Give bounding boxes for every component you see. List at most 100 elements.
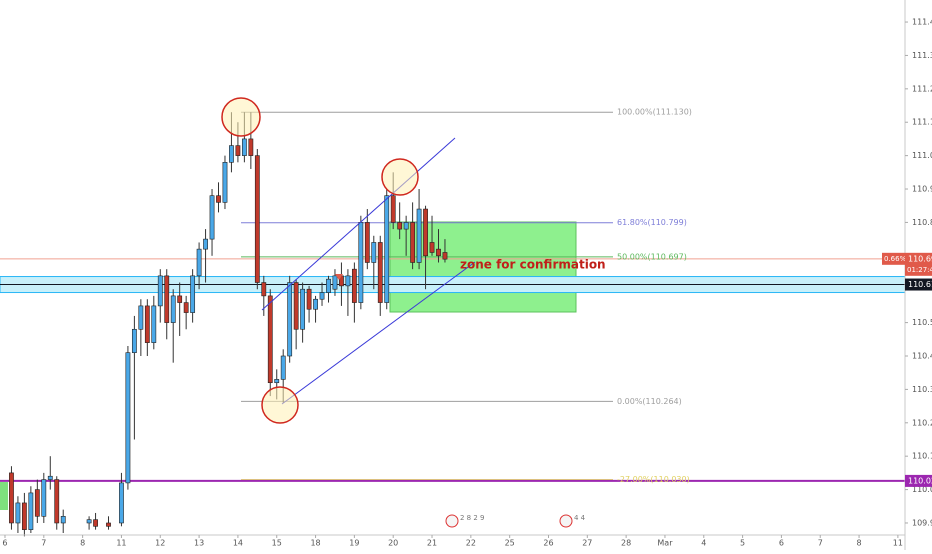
channel-upper (261, 137, 456, 311)
marker-triangle (335, 274, 343, 280)
candle-body (190, 275, 196, 313)
y-tick-label: 110.500 (912, 318, 932, 327)
candle-body (248, 138, 254, 156)
candle-body (203, 238, 208, 250)
high-circle (221, 97, 261, 137)
candle-body (326, 278, 331, 293)
x-tick-label: 7 (818, 539, 823, 548)
y-tick-label: 110.100 (912, 452, 932, 461)
x-tick-label: 21 (427, 539, 437, 548)
candle-body (144, 305, 150, 343)
x-tick-label: 19 (349, 539, 359, 548)
candle-body (183, 302, 189, 313)
price-tag (905, 278, 932, 291)
candle-body (254, 155, 260, 283)
candle-body (151, 305, 157, 343)
candle-body (119, 482, 124, 524)
x-tick-label: 4 (701, 539, 706, 548)
y-tick-label: 111.300 (912, 51, 932, 60)
left-zone (0, 482, 8, 510)
candle-body (390, 195, 396, 223)
x-tick-label: 28 (621, 539, 631, 548)
candle-body (332, 275, 338, 290)
candle-body (164, 275, 170, 323)
candle-body (60, 515, 66, 524)
candle-body (397, 222, 403, 230)
overlays-under (0, 111, 906, 510)
candle-body (93, 519, 98, 527)
candle-body (429, 242, 435, 253)
x-tick-label: 5 (740, 539, 745, 548)
peak-circle (381, 158, 419, 196)
y-tick-label: 110.400 (912, 351, 932, 360)
y-tick-label: 109.900 (912, 518, 932, 527)
y-tick-label: 111.400 (912, 18, 932, 27)
candle-body (41, 479, 47, 517)
candle-body (209, 195, 215, 240)
fib-label: 0.00%(110.264) (617, 397, 682, 406)
candle-body (267, 295, 273, 384)
candle-body (287, 282, 293, 357)
candle-body (261, 282, 267, 297)
candle-body (364, 222, 370, 263)
candle-body (86, 519, 92, 524)
candle-body (384, 195, 390, 303)
x-tick-label: 14 (233, 539, 243, 548)
price-tag-label: 110.026 (908, 476, 932, 485)
x-tick-label: 26 (543, 539, 553, 548)
price-tag (905, 474, 932, 487)
candle-body (21, 502, 27, 530)
candle-body (47, 475, 53, 480)
change-label: 0.66% (884, 255, 907, 263)
fib-label: -27.00%(110.030) (617, 475, 690, 484)
fib-label: 100.00%(111.130) (617, 108, 692, 117)
candle-body (423, 208, 428, 257)
candle-body (222, 162, 228, 203)
candle-body (377, 242, 383, 303)
fib-label: 61.80%(110.799) (617, 218, 687, 227)
candle-body (34, 489, 40, 517)
x-tick-label: 12 (155, 539, 165, 548)
x-tick-label: 13 (194, 539, 204, 548)
candle-body (358, 222, 364, 303)
candle-body (235, 145, 241, 156)
fib-label: 50.00%(110.697) (617, 252, 687, 261)
candle-body (293, 282, 299, 330)
candle-body (216, 195, 221, 203)
y-tick-label: 110.200 (912, 418, 932, 427)
candle-body (280, 355, 286, 380)
y-tick-label: 110.800 (912, 218, 932, 227)
x-tick-label: 11 (116, 539, 126, 548)
candle-body (229, 145, 234, 163)
event-icon (559, 514, 573, 528)
candle-body (157, 275, 163, 307)
x-tick-label: 27 (582, 539, 592, 548)
candle-body (345, 275, 351, 287)
zone-label: zone for confirmation (460, 258, 606, 272)
candle-body (28, 492, 34, 530)
candle-body (274, 379, 280, 384)
candle-body (319, 292, 325, 300)
countdown-label: 01:27:44 (907, 266, 932, 274)
x-tick-label: Mar (657, 539, 673, 548)
event-icon (445, 514, 459, 528)
y-tick-label: 110.300 (912, 385, 932, 394)
event-label: 4 4 (574, 514, 586, 522)
candle-body (9, 472, 14, 524)
y-tick-label: 110.000 (912, 485, 932, 494)
candle-body (410, 222, 416, 263)
candle-body (313, 298, 318, 310)
candle-body (125, 352, 131, 484)
candle-body (241, 138, 247, 156)
candle-body (300, 288, 306, 330)
current-price-label: 110.691 (908, 254, 932, 263)
x-tick-label: 7 (41, 539, 46, 548)
candle-body (177, 295, 183, 303)
x-tick-label: 8 (857, 539, 862, 548)
candle-body (416, 208, 422, 263)
x-tick-label: 25 (505, 539, 515, 548)
x-tick-label: 6 (779, 539, 784, 548)
x-tick-label: 18 (310, 539, 320, 548)
